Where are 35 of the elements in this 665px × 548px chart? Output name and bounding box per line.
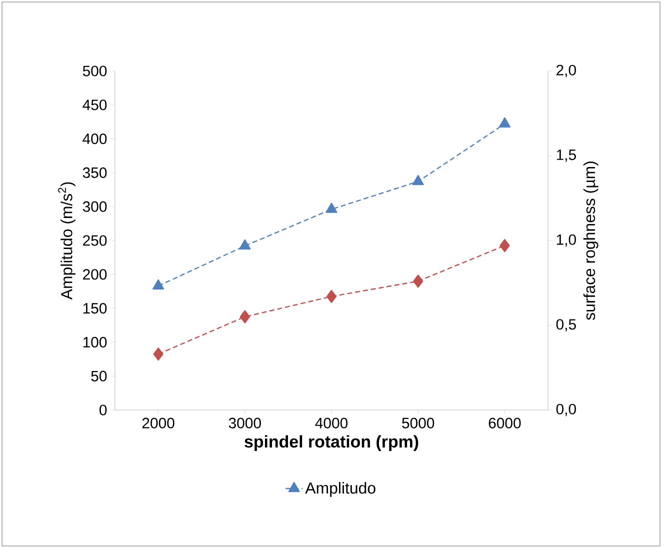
- y-tick-label: 150: [83, 303, 107, 314]
- x-tick-label: 2000: [142, 418, 174, 428]
- x-tick-label: 4000: [315, 418, 348, 428]
- point: [152, 279, 164, 290]
- y-tick-label: 300: [82, 201, 107, 212]
- y2-tick-label: 2,0: [556, 64, 576, 78]
- y-tick-label: 450: [82, 100, 107, 110]
- point: [326, 290, 337, 304]
- y2-tick-label: 1,0: [556, 234, 576, 247]
- y-tick-label: 250: [83, 235, 107, 246]
- y-tick-label: 200: [83, 269, 107, 280]
- y-tick-label: 350: [82, 167, 107, 178]
- y-tick-label: 100: [83, 336, 107, 348]
- y-tick-label: 0: [99, 404, 107, 416]
- point: [240, 310, 250, 324]
- y-tick-label: 400: [82, 134, 107, 144]
- x-tick-label: 3000: [228, 418, 261, 428]
- point: [239, 239, 251, 250]
- y-tick-label: 50: [91, 370, 107, 382]
- point: [326, 202, 338, 213]
- x-tick-label: 6000: [488, 418, 521, 428]
- y2-axis-title: surface roghness (µm): [583, 162, 598, 320]
- legend-label: Amplitudo: [305, 482, 376, 497]
- point: [412, 174, 424, 186]
- y2-tick-label: 1,5: [556, 150, 576, 162]
- y-axis-title: Amplitudo (m/s$^{2}$): [58, 182, 76, 300]
- y-tick-label: 500: [82, 66, 107, 76]
- point: [500, 239, 510, 252]
- y2-tick-label: 0,5: [556, 319, 576, 332]
- y2-tick-label: 0,0: [556, 404, 576, 416]
- point: [498, 117, 510, 128]
- point: [413, 274, 424, 288]
- x-axis-title: spindel rotation (rpm): [244, 435, 418, 451]
- x-tick-label: 5000: [402, 418, 434, 428]
- point: [153, 347, 164, 361]
